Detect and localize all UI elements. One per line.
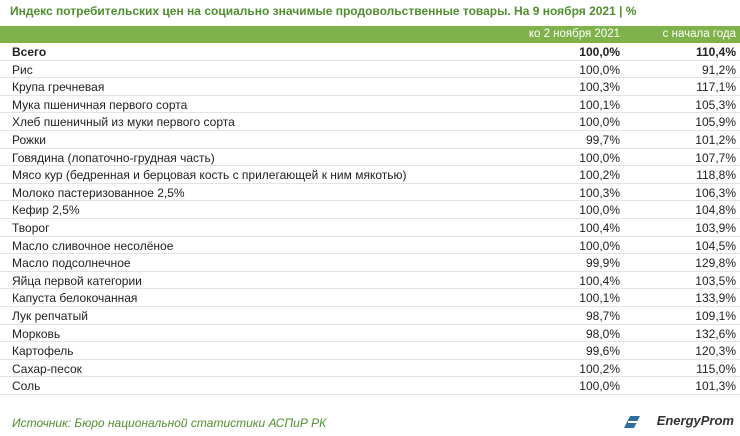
cell-value: 91,2%: [701, 62, 736, 77]
header-bar: [0, 26, 740, 43]
title: Индекс потребительских цен на социально …: [10, 4, 637, 18]
cell-value: 100,0%: [579, 238, 620, 253]
cell-value: 105,9%: [695, 115, 736, 130]
table-row: Кефир 2,5% 100,0% 104,8%: [0, 201, 740, 219]
row-label: Говядина (лопаточно-грудная часть): [12, 150, 215, 165]
row-label: Лук репчатый: [12, 309, 88, 323]
cell-value: 129,8%: [695, 256, 736, 271]
row-label: Всего: [12, 45, 47, 59]
cell-value: 100,1%: [579, 291, 620, 306]
row-label: Кефир 2,5%: [12, 203, 80, 218]
cell-value: 117,1%: [696, 80, 736, 95]
table-row: Творог 100,4% 103,9%: [0, 219, 740, 237]
table-row: Рис 100,0% 91,2%: [0, 61, 740, 79]
source: Источник: Бюро национальной статистики А…: [12, 416, 327, 430]
cell-value: 103,5%: [695, 273, 736, 288]
table-row: Сахар-песок 100,2% 115,0%: [0, 360, 740, 378]
cell-value: 101,2%: [695, 133, 736, 147]
cell-value: 106,3%: [695, 185, 736, 200]
logo-icon: [624, 416, 640, 428]
cell-value: 100,0%: [579, 203, 620, 218]
cell-value: 100,0%: [579, 62, 620, 77]
cell-value: 100,2%: [579, 361, 620, 376]
cell-value: 100,0%: [579, 45, 620, 59]
cell-value: 100,4%: [579, 221, 620, 235]
row-label: Масло подсолнечное: [12, 256, 131, 271]
table-row: Соль 100,0% 101,3%: [0, 377, 740, 395]
row-label: Мясо кур (бедренная и берцовая кость с п…: [12, 168, 407, 183]
cell-value: 100,4%: [579, 273, 620, 288]
cell-value: 99,7%: [585, 133, 620, 147]
row-label: Картофель: [12, 344, 74, 359]
table-row: Яйца первой категории 100,4% 103,5%: [0, 272, 740, 290]
cell-value: 98,7%: [585, 309, 620, 323]
table-row: Говядина (лопаточно-грудная часть) 100,0%…: [0, 149, 740, 167]
cell-value: 100,3%: [579, 185, 620, 200]
table-row: Мука пшеничная первого сорта 100,1% 105,3%: [0, 96, 740, 114]
cell-value: 100,3%: [579, 80, 620, 95]
row-label: Рожки: [12, 133, 46, 147]
cell-value: 109,1%: [695, 309, 736, 323]
cell-value: 100,0%: [579, 379, 620, 394]
row-label: Капуста белокочанная: [12, 291, 138, 306]
cell-value: 110,4%: [695, 45, 736, 59]
table-row: Морковь 98,0% 132,6%: [0, 325, 740, 343]
cell-value: 100,0%: [579, 150, 620, 165]
table-row: Капуста белокочанная 100,1% 133,9%: [0, 289, 740, 307]
table-row: Лук репчатый 98,7% 109,1%: [0, 307, 740, 325]
cell-value: 100,1%: [579, 97, 620, 112]
cell-value: 98,0%: [585, 326, 620, 341]
logo: EnergyProm: [656, 413, 734, 428]
row-label: Сахар-песок: [12, 361, 82, 376]
cell-value: 100,0%: [579, 115, 620, 130]
row-label: Рис: [12, 62, 33, 77]
cell-value: 99,6%: [585, 344, 620, 359]
row-label: Яйца первой категории: [12, 273, 142, 288]
column-header: с начала года: [662, 28, 736, 40]
table-row: Масло сливочное несолёное 100,0% 104,5%: [0, 237, 740, 255]
cell-value: 101,3%: [695, 379, 736, 394]
row-label: Морковь: [12, 326, 61, 341]
row-label: Соль: [12, 379, 41, 394]
cell-value: 118,8%: [696, 168, 736, 183]
row-label: Творог: [12, 221, 50, 235]
cell-value: 105,3%: [695, 97, 736, 112]
table-row: Мясо кур (бедренная и берцовая кость с п…: [0, 166, 740, 184]
cell-value: 133,9%: [695, 291, 736, 306]
table-row: Масло подсолнечное 99,9% 129,8%: [0, 254, 740, 272]
cell-value: 104,8%: [695, 203, 736, 218]
cell-value: 103,9%: [695, 221, 736, 235]
cell-value: 99,9%: [585, 256, 620, 271]
column-header: ко 2 ноября 2021: [528, 28, 620, 40]
cell-value: 120,3%: [695, 344, 736, 359]
cell-value: 115,0%: [696, 361, 736, 376]
row-label: Масло сливочное несолёное: [12, 238, 174, 253]
row-label: Молоко пастеризованное 2,5%: [12, 185, 185, 200]
row-label: Крупа гречневая: [12, 80, 105, 95]
table-row: Картофель 99,6% 120,3%: [0, 342, 740, 360]
table-row: Молоко пастеризованное 2,5% 100,3% 106,3%: [0, 184, 740, 202]
cell-value: 132,6%: [695, 326, 736, 341]
table-row: Хлеб пшеничный из муки первого сорта 100,…: [0, 113, 740, 131]
table-row: Всего 100,0% 110,4%: [0, 43, 740, 61]
row-label: Хлеб пшеничный из муки первого сорта: [12, 115, 235, 130]
cell-value: 104,5%: [695, 238, 736, 253]
cell-value: 100,2%: [579, 168, 620, 183]
table-row: Крупа гречневая 100,3% 117,1%: [0, 78, 740, 96]
cell-value: 107,7%: [695, 150, 736, 165]
table-row: Рожки 99,7% 101,2%: [0, 131, 740, 149]
row-label: Мука пшеничная первого сорта: [12, 97, 188, 112]
